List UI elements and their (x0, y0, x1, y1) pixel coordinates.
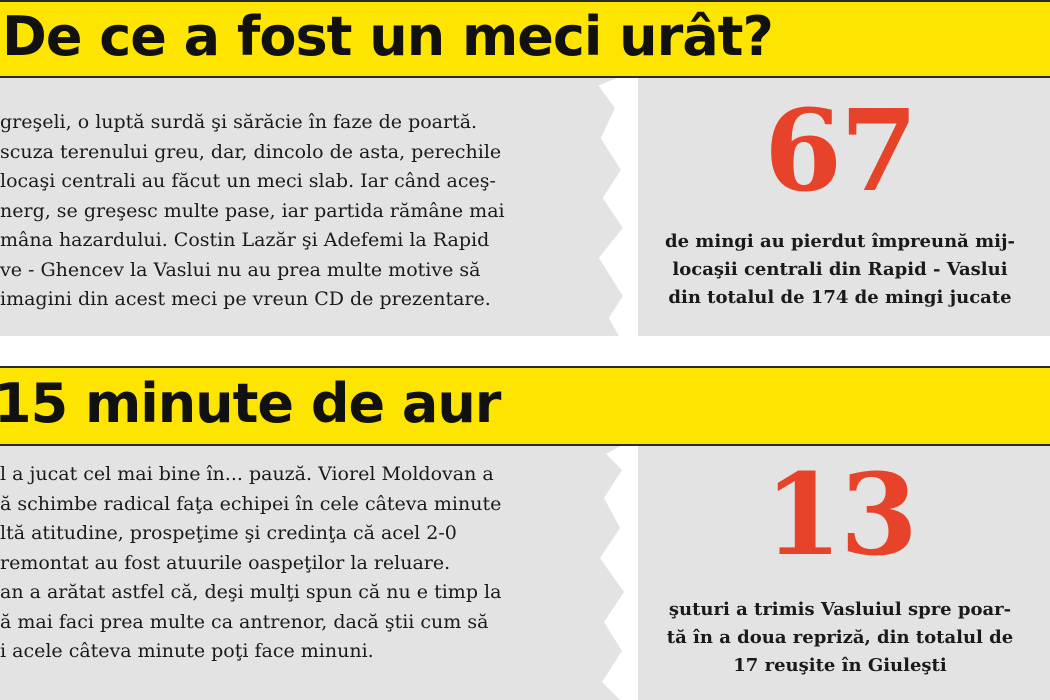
stat-caption: de mingi au pierdut împreună mij- locaşi… (630, 228, 1050, 312)
stat-caption: şuturi a trimis Vasluiul spre poar- tă î… (630, 596, 1050, 680)
body-line: mâna hazardului. Costin Lazăr şi Adefemi… (0, 229, 490, 251)
stat-number: 67 (764, 86, 918, 217)
body-line: locaşi centrali au făcut un meci slab. I… (0, 170, 496, 192)
body-line: ă mai faci prea multe ca antrenor, dacă … (0, 610, 489, 633)
caption-line: de mingi au pierdut împreună mij- (665, 231, 1015, 252)
body-line: greşeli, o luptă surdă şi sărăcie în faz… (0, 111, 478, 133)
body-line: imagini din acest meci pe vreun CD de pr… (0, 288, 491, 310)
stat-number: 13 (764, 450, 918, 581)
body-line: ă schimbe radical faţa echipei în cele c… (0, 492, 502, 515)
caption-line: din totalul de 174 de mingi jucate (668, 287, 1012, 308)
body-line: nerg, se greşesc multe pase, iar partida… (0, 199, 505, 222)
zigzag-divider (598, 78, 640, 336)
section-gap (0, 336, 1050, 366)
caption-line: 17 reuşite în Giuleşti (733, 655, 947, 676)
body-line: i acele câteva minute poţi face minuni. (0, 640, 374, 662)
body-line: l a jucat cel mai bine în... pauză. Vior… (0, 463, 494, 485)
caption-line: tă în a doua repriză, din totalul de (666, 627, 1014, 648)
zigzag-divider (600, 446, 640, 700)
section-2-body: l a jucat cel mai bine în... pauză. Vior… (0, 460, 590, 667)
section-1-body: greşeli, o luptă surdă şi sărăcie în faz… (0, 108, 590, 315)
caption-line: şuturi a trimis Vasluiul spre poar- (668, 599, 1012, 620)
section-2-header: 15 minute de aur (0, 366, 1050, 446)
section-1-header: De ce a fost un meci urât? (0, 0, 1050, 78)
body-line: an a arătat astfel că, deşi mulţi spun c… (0, 581, 502, 603)
body-line: ve - Ghencev la Vaslui nu au prea multe … (0, 258, 481, 281)
section-2-panel: l a jucat cel mai bine în... pauză. Vior… (0, 446, 1050, 700)
body-line: remontat au fost atuurile oaspeţilor la … (0, 551, 451, 574)
stat-panel-bg (638, 78, 1050, 336)
body-line: ltă atitudine, prospeţime şi credinţa că… (0, 522, 457, 544)
section-1-panel: greşeli, o luptă surdă şi sărăcie în faz… (0, 78, 1050, 336)
section-1-title: De ce a fost un meci urât? (2, 5, 774, 68)
stat-panel-bg (638, 446, 1050, 700)
body-line: scuza terenului greu, dar, dincolo de as… (0, 140, 502, 163)
caption-line: locaşii centrali din Rapid - Vaslui (672, 259, 1008, 280)
section-2-title: 15 minute de aur (0, 372, 501, 435)
